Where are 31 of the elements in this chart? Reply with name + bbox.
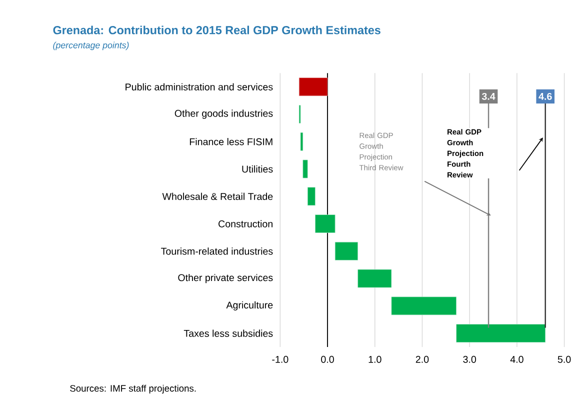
y-tick-label: Tourism-related industries	[161, 248, 273, 255]
bar	[358, 270, 392, 288]
bar	[302, 160, 308, 178]
bar	[307, 187, 316, 206]
source-note: Sources: IMF staff projections.	[70, 385, 196, 394]
text: (percentage points)	[53, 42, 129, 50]
y-tick-label: Taxes less subsidies	[184, 330, 273, 338]
y-tick-label: Finance less FISIM	[190, 138, 272, 146]
y-tick-label: Other private services	[178, 274, 273, 284]
y-tick-label: Construction	[218, 220, 272, 228]
y-tick-label: Utilities	[242, 166, 273, 173]
y-tick-label: Agriculture	[226, 302, 273, 311]
chart-title: Grenada: Contribution to 2015 Real GDP Growth Estimates	[53, 26, 380, 35]
bar	[456, 324, 546, 343]
x-tick-label: 3.0	[463, 356, 476, 364]
bar	[315, 214, 336, 234]
y-tick-label: Other goods industries	[174, 110, 273, 120]
bar	[298, 78, 328, 96]
x-tick-label: -1.0	[272, 356, 288, 364]
x-tick-label: 1.0	[368, 356, 382, 364]
bar	[391, 296, 457, 316]
bar	[300, 132, 304, 152]
bar	[334, 242, 358, 261]
ref-line-label: 3.4	[482, 93, 496, 100]
x-tick-label: 2.0	[416, 356, 429, 364]
x-tick-label: 0.0	[321, 356, 334, 364]
x-tick-label: 4.0	[510, 356, 524, 364]
y-tick-label: Public administration and services	[126, 83, 273, 91]
ref-line-label: 4.6	[538, 93, 552, 100]
y-tick-label: Wholesale & Retail Trade	[162, 192, 273, 200]
x-tick-label: 5.0	[558, 356, 571, 364]
